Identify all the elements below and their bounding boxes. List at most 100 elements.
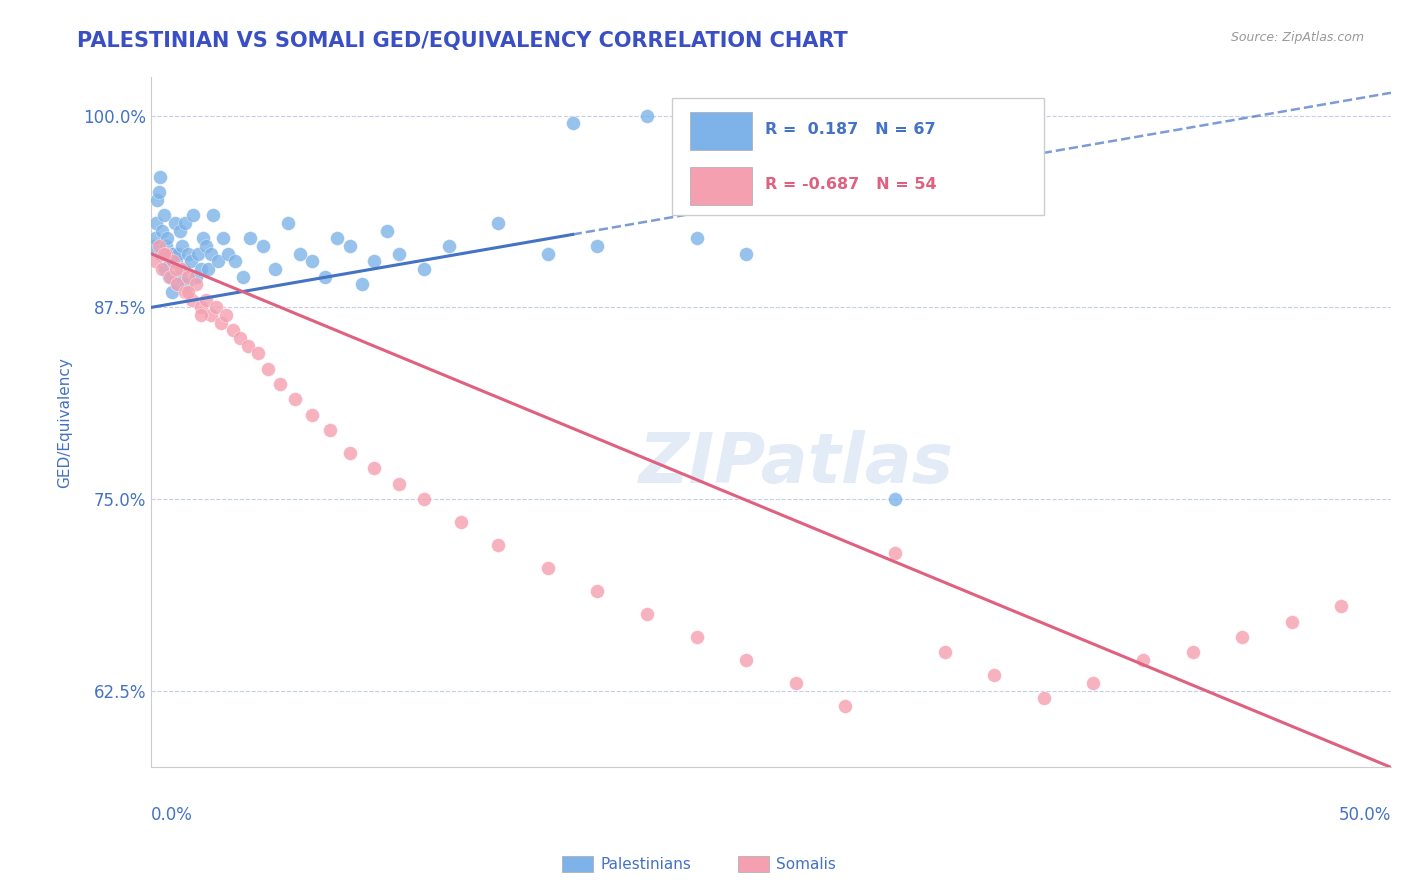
Point (884, 491, 907, 506)
Point (561, 116, 583, 130)
Point (388, 246, 411, 260)
Point (190, 308, 212, 322)
Point (229, 331, 252, 345)
Point (232, 269, 254, 284)
Point (224, 254, 246, 268)
Point (388, 476, 411, 491)
Point (167, 246, 190, 260)
Point (181, 208, 204, 222)
Point (200, 246, 222, 260)
Point (159, 254, 181, 268)
Point (202, 208, 225, 222)
Point (437, 239, 460, 253)
Point (834, 698, 856, 713)
Point (204, 301, 226, 315)
FancyBboxPatch shape (672, 98, 1043, 215)
Point (586, 239, 609, 253)
Point (318, 423, 340, 437)
Point (222, 323, 245, 337)
Point (284, 392, 307, 407)
Point (197, 262, 219, 277)
Point (143, 254, 166, 268)
Y-axis label: GED/Equivalency: GED/Equivalency (58, 357, 72, 488)
Point (735, 246, 758, 260)
Point (184, 277, 207, 292)
Point (152, 246, 174, 260)
Point (486, 538, 509, 552)
Point (686, 231, 709, 245)
Point (209, 316, 232, 330)
Point (288, 246, 311, 260)
Point (1181, 645, 1204, 659)
Point (156, 231, 179, 245)
Point (146, 193, 169, 207)
Point (301, 254, 323, 268)
Point (236, 339, 259, 353)
Point (166, 277, 188, 292)
Point (148, 186, 170, 200)
Point (160, 285, 183, 299)
Point (884, 546, 907, 560)
Point (173, 216, 195, 230)
Point (194, 293, 217, 307)
Point (537, 246, 560, 260)
Point (256, 361, 278, 376)
Point (165, 262, 187, 277)
Point (152, 208, 174, 222)
Point (636, 607, 658, 621)
Point (363, 254, 385, 268)
Point (239, 231, 262, 245)
FancyBboxPatch shape (690, 112, 752, 150)
Point (174, 277, 197, 292)
Point (1232, 630, 1254, 644)
Point (165, 254, 187, 268)
Point (486, 216, 509, 230)
Point (586, 584, 609, 599)
Point (326, 231, 349, 245)
Text: Source: ZipAtlas.com: Source: ZipAtlas.com (1230, 31, 1364, 45)
FancyBboxPatch shape (690, 167, 752, 205)
Point (169, 224, 191, 238)
Point (172, 262, 194, 277)
Point (246, 346, 269, 360)
Point (735, 653, 758, 667)
Point (172, 239, 194, 253)
Point (413, 491, 436, 506)
Point (375, 224, 398, 238)
Point (181, 293, 204, 307)
Point (177, 285, 200, 299)
Point (339, 239, 361, 253)
Point (177, 246, 200, 260)
Point (934, 645, 956, 659)
Point (1032, 691, 1054, 706)
Point (363, 461, 385, 475)
Text: R =  0.187   N = 67: R = 0.187 N = 67 (765, 121, 935, 136)
Text: PALESTINIAN VS SOMALI GED/EQUIVALENCY CORRELATION CHART: PALESTINIAN VS SOMALI GED/EQUIVALENCY CO… (77, 31, 848, 51)
Point (1330, 599, 1353, 614)
Point (184, 269, 207, 284)
Point (277, 216, 299, 230)
Point (190, 301, 212, 315)
Point (350, 277, 373, 292)
Point (162, 254, 184, 268)
Text: Palestinians: Palestinians (600, 857, 692, 871)
Point (212, 231, 235, 245)
Point (159, 269, 181, 284)
Point (269, 377, 291, 392)
Point (166, 277, 188, 292)
Point (252, 239, 274, 253)
Point (686, 630, 709, 644)
Point (142, 239, 165, 253)
Text: ZIPatlas: ZIPatlas (638, 430, 953, 497)
Point (450, 515, 472, 529)
Point (143, 231, 166, 245)
Point (1083, 676, 1105, 690)
Point (983, 668, 1005, 682)
Point (636, 109, 658, 123)
Point (1132, 653, 1154, 667)
Point (150, 262, 173, 277)
Point (145, 216, 167, 230)
Point (155, 246, 177, 260)
Text: 0.0%: 0.0% (152, 805, 193, 823)
Point (155, 239, 177, 253)
